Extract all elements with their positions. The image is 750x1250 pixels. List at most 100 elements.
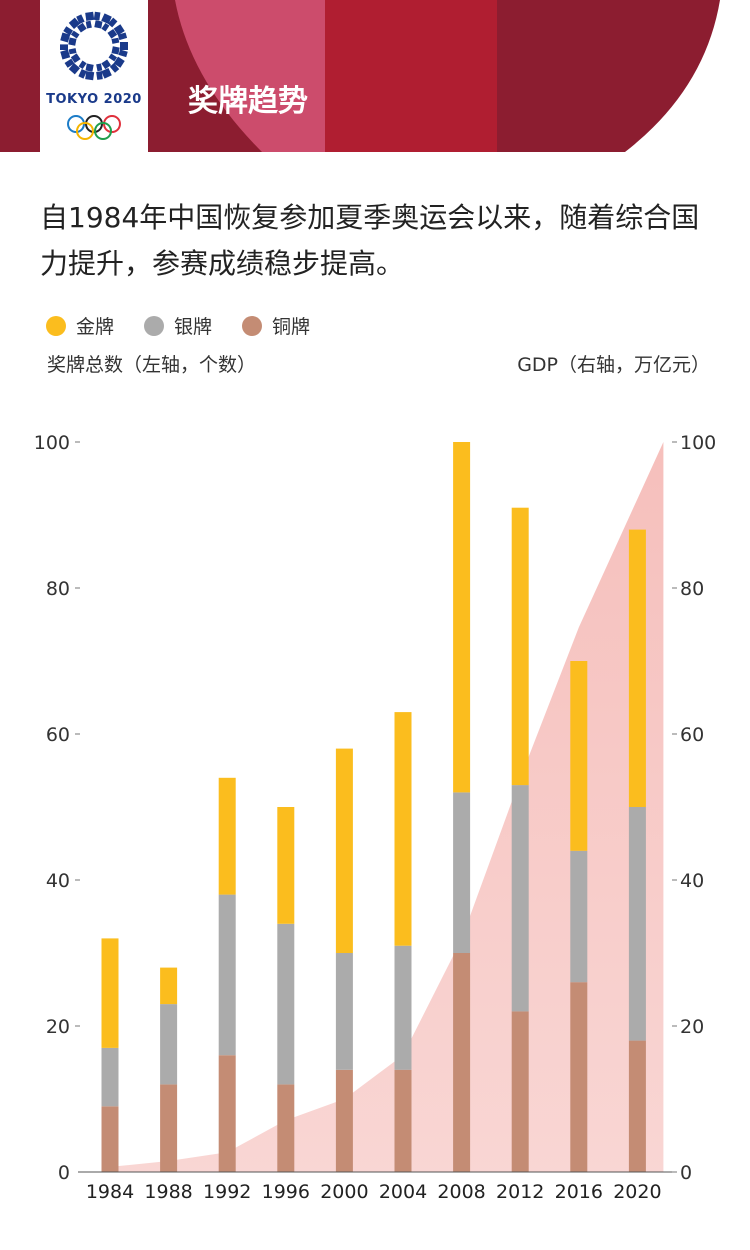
emblem-check [96, 71, 103, 80]
right-tick-label: 40 [680, 870, 704, 892]
legend-label-silver: 银牌 [174, 316, 213, 338]
legend-item-bronze: 铜牌 [242, 312, 310, 339]
emblem-check [113, 24, 125, 36]
bar-2008-铜牌 [453, 953, 471, 1172]
bar-1988-金牌 [160, 967, 178, 1005]
emblem-check [101, 22, 110, 32]
emblem-check [111, 37, 120, 44]
bar-1992-铜牌 [218, 1055, 236, 1172]
bar-1984-金牌 [101, 938, 119, 1048]
bar-2000-金牌 [335, 748, 353, 953]
legend-label-gold: 金牌 [76, 316, 115, 338]
bar-2004-铜牌 [394, 1069, 412, 1172]
left-tick-label: 20 [46, 1016, 70, 1038]
bar-2012-银牌 [511, 785, 529, 1012]
bar-1988-银牌 [160, 1004, 178, 1085]
x-tick-label: 2008 [437, 1181, 485, 1203]
emblem-check [85, 11, 95, 21]
bar-2000-银牌 [335, 953, 353, 1070]
bronze-dot-icon [242, 315, 263, 336]
emblem-check [60, 32, 71, 43]
bar-1984-铜牌 [101, 1106, 119, 1172]
emblem-check [101, 59, 112, 70]
bar-2000-铜牌 [335, 1069, 353, 1172]
bar-1996-铜牌 [277, 1084, 295, 1172]
bar-1992-银牌 [218, 894, 236, 1056]
x-tick-label: 1996 [262, 1181, 310, 1203]
emblem-check [70, 53, 81, 64]
emblem-check [76, 14, 85, 25]
x-tick-label: 2020 [613, 1181, 661, 1203]
silver-dot-icon [144, 315, 165, 336]
bar-1996-银牌 [277, 923, 295, 1085]
bar-1988-铜牌 [160, 1084, 178, 1172]
emblem-check [120, 42, 128, 50]
left-axis-title: 奖牌总数（左轴，个数） [47, 354, 257, 376]
right-tick-label: 20 [680, 1016, 704, 1038]
bar-2004-银牌 [394, 945, 412, 1070]
legend-item-silver: 银牌 [144, 312, 212, 339]
gold-dot-icon [46, 315, 66, 336]
x-tick-label: 1992 [203, 1181, 251, 1203]
emblem-check [94, 20, 103, 29]
emblem-check [68, 63, 81, 75]
bar-1992-金牌 [218, 777, 236, 895]
emblem-check [113, 56, 125, 68]
emblem-check [68, 17, 81, 29]
x-tick-label: 2016 [555, 1181, 603, 1203]
bar-2008-银牌 [453, 792, 471, 953]
emblem-check [63, 26, 74, 36]
bar-2016-铜牌 [570, 982, 588, 1172]
medal-gdp-chart: 0 20 40 60 80 100 0 20 40 60 80 100 1984 1988 1992 1996… [34, 432, 717, 1203]
right-tick-label: 100 [680, 432, 716, 454]
x-tick-label: 1984 [86, 1181, 134, 1203]
emblem-check [85, 63, 94, 72]
left-tick-label: 0 [58, 1162, 70, 1184]
emblem-check [60, 49, 71, 60]
tokyo-2020-logo: TOKYO 2020 [40, 0, 148, 152]
emblem-check [78, 60, 87, 70]
bar-2016-银牌 [570, 850, 588, 983]
bar-2016-金牌 [570, 661, 588, 851]
right-tick-label: 80 [680, 578, 704, 600]
emblem-check [93, 11, 101, 21]
emblem-check [109, 63, 120, 73]
bar-2020-银牌 [628, 807, 646, 1041]
emblem-check [85, 20, 92, 29]
emblem-check [78, 68, 87, 79]
bar-2008-金牌 [453, 442, 471, 793]
emblem-check [60, 44, 68, 50]
emblem-check [108, 53, 118, 62]
bar-2012-金牌 [511, 507, 529, 786]
emblem-check [117, 32, 128, 41]
emblem-check [96, 63, 103, 72]
emblem-check [85, 71, 95, 81]
emblem-check [68, 37, 77, 46]
right-tick-label: 0 [680, 1162, 692, 1184]
bar-2004-金牌 [394, 712, 412, 946]
emblem-check [101, 13, 112, 25]
legend-item-gold: 金牌 [46, 312, 114, 339]
x-tick-label: 2000 [320, 1181, 368, 1203]
emblem-check [111, 46, 120, 55]
emblem-check [118, 49, 128, 58]
right-axis-title: GDP（右轴，万亿元） [517, 354, 710, 376]
header-banner: TOKYO 2020 奖牌趋势 [0, 0, 750, 152]
left-tick-label: 40 [46, 870, 70, 892]
intro-text: 自1984年中国恢复参加夏季奥运会以来，随着综合国力提升，参赛成绩稳步提高。 [40, 201, 700, 280]
legend-label-bronze: 铜牌 [272, 316, 311, 338]
emblem-check [101, 67, 112, 79]
emblem-check [76, 22, 87, 33]
bar-1996-金牌 [277, 807, 295, 924]
emblem-check [64, 58, 75, 68]
x-tick-label: 1988 [144, 1181, 192, 1203]
olympic-ring [76, 122, 94, 140]
emblem-check [107, 17, 118, 28]
chart-legend: 金牌 银牌 铜牌 [46, 312, 340, 339]
left-tick-label: 80 [46, 578, 70, 600]
x-tick-label: 2012 [496, 1181, 544, 1203]
olympic-ring [94, 122, 112, 140]
left-tick-label: 60 [46, 724, 70, 746]
section-title: 奖牌趋势 [188, 84, 308, 119]
bar-1984-银牌 [101, 1047, 119, 1107]
